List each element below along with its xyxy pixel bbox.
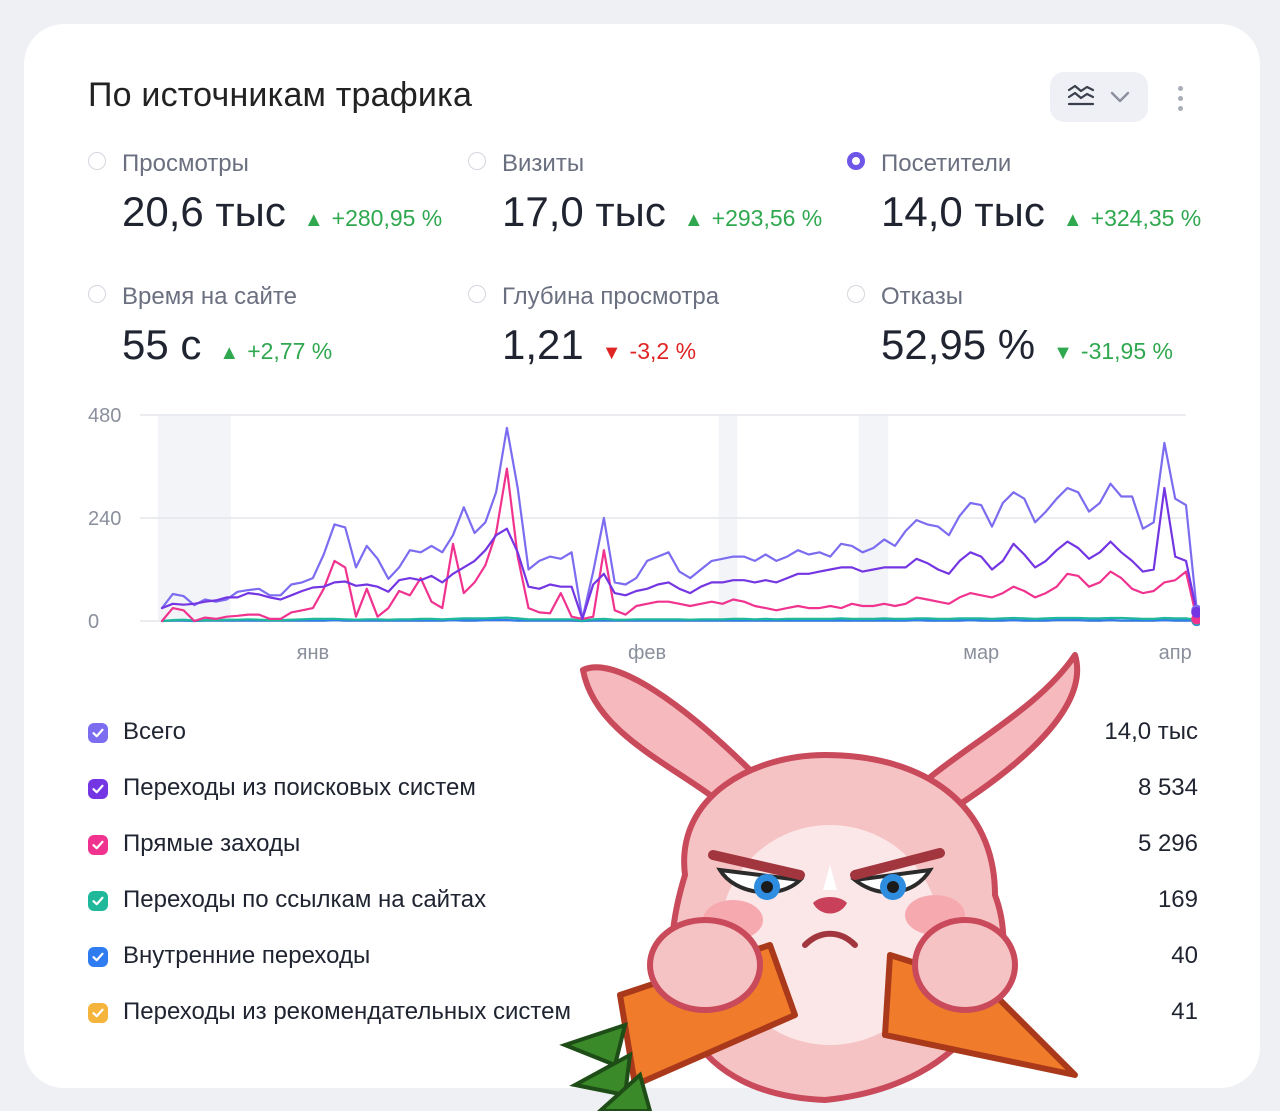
metric-radio[interactable] [468, 285, 486, 303]
y-tick-label: 0 [88, 611, 99, 633]
series-end-dot [1191, 606, 1200, 618]
angry-bunny-sticker [559, 652, 1080, 1111]
metric-delta: ▼ -31,95 % [1053, 338, 1173, 364]
series-line-0 [160, 426, 1198, 620]
legend-label: Переходы из поисковых систем [123, 774, 476, 801]
arrow-up-icon: ▲ [683, 209, 704, 231]
legend-row-direct[interactable]: Прямые заходы 5 296 [88, 828, 1198, 864]
traffic-line-chart[interactable]: 480 240 0 янв фев мар апр [80, 400, 1200, 670]
checkbox-checked-icon[interactable] [88, 891, 108, 911]
metric-delta: ▲ +2,77 % [219, 338, 333, 364]
legend-value: 14,0 тыс [1104, 718, 1198, 745]
metric-value: 55 с [122, 321, 202, 368]
metric-radio[interactable] [88, 285, 106, 303]
metric-visitors[interactable]: Посетители 14,0 тыс ▲ +324,35 % [847, 150, 1207, 260]
legend-row-links[interactable]: Переходы по ссылкам на сайтах 169 [88, 884, 1198, 920]
checkbox-checked-icon[interactable] [88, 779, 108, 799]
metric-value: 52,95 % [881, 321, 1036, 368]
metric-delta: ▲ +280,95 % [303, 205, 443, 231]
legend-value: 41 [1171, 998, 1198, 1025]
metric-value: 17,0 тыс [502, 188, 666, 235]
series-line-4 [160, 619, 1198, 623]
legend-value: 8 534 [1137, 774, 1198, 801]
metric-visits[interactable]: Визиты 17,0 тыс ▲ +293,56 % [468, 150, 828, 260]
more-vertical-icon[interactable] [1166, 78, 1194, 118]
x-tick-label: апр [1159, 642, 1192, 664]
metric-bounce[interactable]: Отказы 52,95 % ▼ -31,95 % [847, 283, 1207, 393]
y-tick-label: 480 [88, 405, 121, 427]
legend-label: Всего [123, 718, 186, 745]
metric-delta: ▲ +324,35 % [1062, 205, 1202, 231]
metric-delta: ▲ +293,56 % [683, 205, 823, 231]
metric-radio[interactable] [468, 152, 486, 170]
legend-label: Переходы из рекомендательных систем [123, 998, 571, 1025]
metric-value: 1,21 [502, 321, 584, 368]
metric-label: Визиты [502, 150, 585, 177]
metric-radio-selected[interactable] [847, 152, 865, 170]
x-tick-label: фев [628, 642, 666, 664]
legend-value: 5 296 [1137, 830, 1198, 857]
legend-row-internal[interactable]: Внутренние переходы 40 [88, 940, 1198, 976]
checkbox-checked-icon[interactable] [88, 947, 108, 967]
metric-radio[interactable] [88, 152, 106, 170]
arrow-up-icon: ▲ [219, 342, 240, 364]
series-line-2 [160, 467, 1198, 623]
series-line-3 [160, 616, 1198, 623]
metric-label: Глубина просмотра [502, 283, 720, 310]
y-tick-label: 240 [88, 508, 121, 530]
legend-value: 169 [1157, 886, 1198, 913]
legend-row-total[interactable]: Всего 14,0 тыс [88, 716, 1198, 752]
arrow-down-icon: ▼ [1053, 342, 1073, 364]
legend-label: Прямые заходы [123, 830, 301, 857]
chevron-down-icon [1110, 91, 1130, 103]
metric-depth[interactable]: Глубина просмотра 1,21 ▼ -3,2 % [468, 283, 828, 393]
x-tick-label: мар [963, 642, 999, 664]
card-title: По источникам трафика [88, 76, 473, 114]
legend-row-search[interactable]: Переходы из поисковых систем 8 534 [88, 772, 1198, 808]
arrow-up-icon: ▲ [303, 209, 324, 231]
series-line-1 [160, 486, 1198, 620]
arrow-up-icon: ▲ [1062, 209, 1083, 231]
legend-row-recommend[interactable]: Переходы из рекомендательных систем 41 [88, 996, 1198, 1032]
metric-label: Отказы [881, 283, 964, 310]
metric-radio[interactable] [847, 285, 865, 303]
metric-pageviews[interactable]: Просмотры 20,6 тыс ▲ +280,95 % [88, 150, 448, 260]
arrow-down-icon: ▼ [601, 342, 622, 364]
metric-label: Время на сайте [122, 283, 297, 310]
checkbox-checked-icon[interactable] [88, 835, 108, 855]
metric-label: Посетители [881, 150, 1012, 177]
checkbox-checked-icon[interactable] [88, 723, 108, 743]
metric-value: 14,0 тыс [881, 188, 1045, 235]
legend-value: 40 [1171, 942, 1198, 969]
legend-label: Переходы по ссылкам на сайтах [123, 886, 487, 913]
legend-label: Внутренние переходы [123, 942, 371, 969]
metric-delta: ▼ -3,2 % [601, 338, 697, 364]
metric-value: 20,6 тыс [122, 188, 286, 235]
metric-time-on-site[interactable]: Время на сайте 55 с ▲ +2,77 % [88, 283, 448, 393]
checkbox-checked-icon[interactable] [88, 1003, 108, 1023]
x-tick-label: янв [297, 642, 330, 664]
metric-label: Просмотры [122, 150, 249, 177]
chart-view-dropdown[interactable] [1050, 72, 1148, 122]
chart-lines-icon [1067, 84, 1095, 106]
